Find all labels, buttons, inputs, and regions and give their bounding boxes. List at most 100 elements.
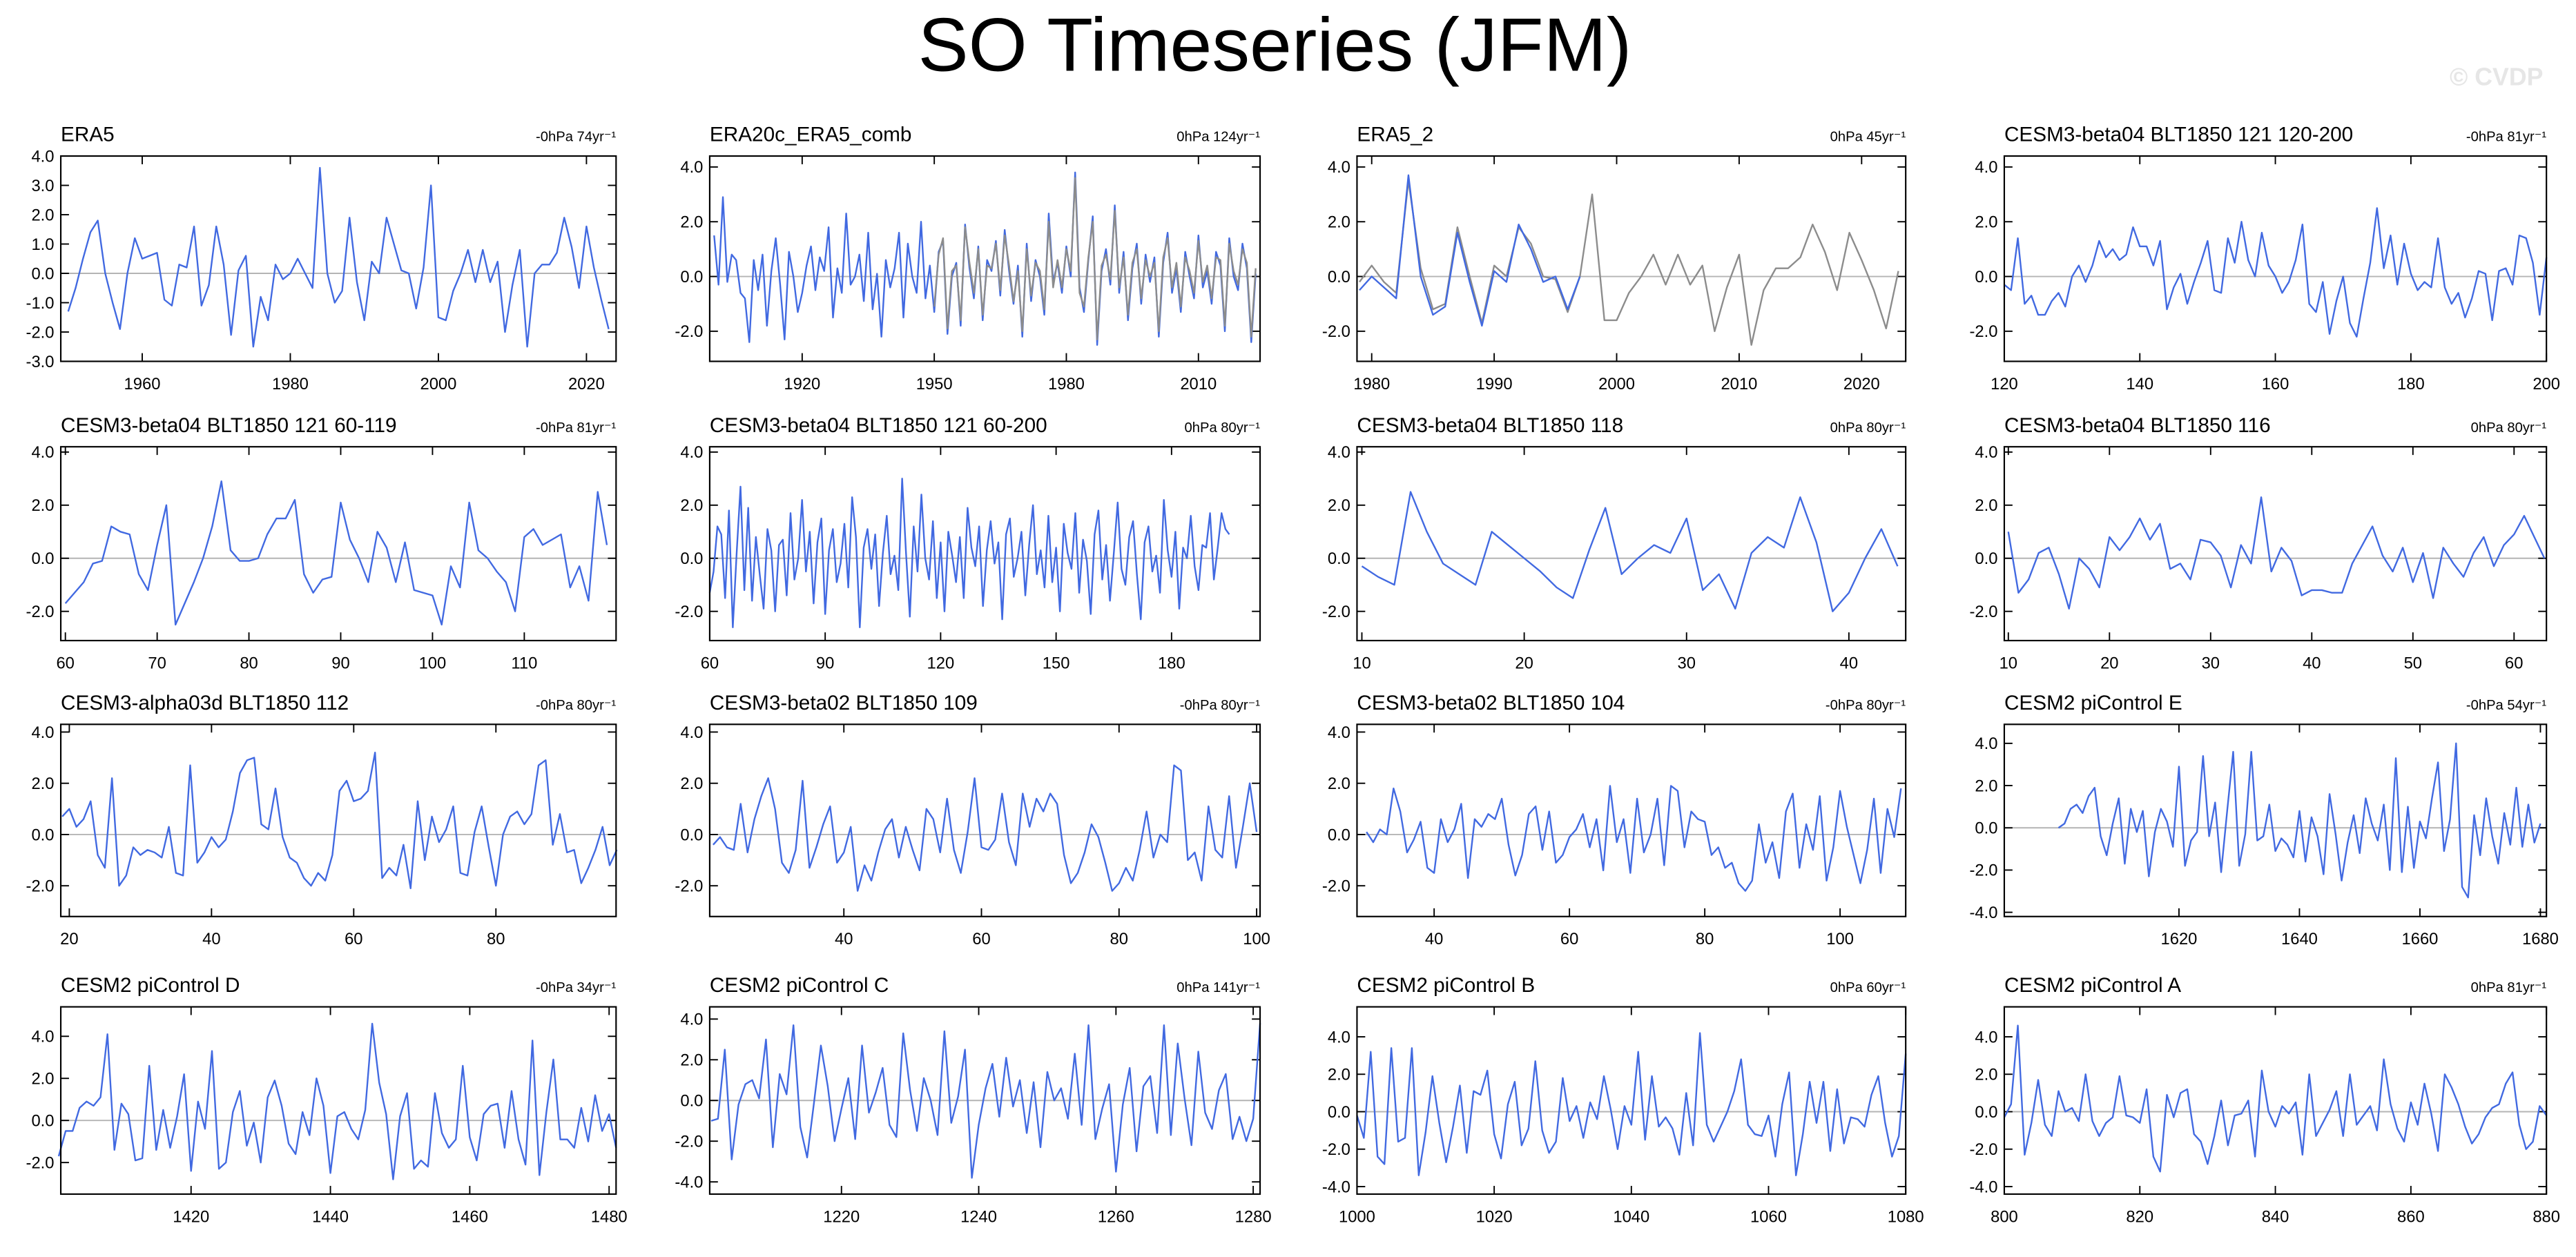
x-tick-label: 1260 xyxy=(1098,1207,1134,1226)
y-tick-label: 2.0 xyxy=(1328,496,1350,515)
y-tick-label: -4.0 xyxy=(1322,1178,1350,1196)
plot-frame xyxy=(2003,723,2548,917)
x-tick-label: 100 xyxy=(419,654,447,672)
y-tick-label: 4.0 xyxy=(31,147,54,166)
panel-title: CESM2 piControl A xyxy=(2004,974,2181,997)
y-tick-label: -2.0 xyxy=(675,322,703,341)
x-tick-label: 840 xyxy=(2262,1207,2289,1226)
x-tick-label: 30 xyxy=(1678,654,1696,672)
x-tick-label: 1980 xyxy=(272,375,309,393)
x-tick-label: 100 xyxy=(1243,930,1270,948)
x-tick-label: 2010 xyxy=(1180,375,1217,393)
plot-frame xyxy=(708,1006,1261,1195)
y-tick-label: 0.0 xyxy=(31,264,54,283)
y-tick-label: 0.0 xyxy=(680,826,703,844)
x-tick-label: 40 xyxy=(1840,654,1858,672)
plot-frame xyxy=(1356,446,1907,642)
plot-frame xyxy=(2003,1006,2548,1195)
y-tick-label: 0.0 xyxy=(1328,549,1350,568)
y-tick-label: 4.0 xyxy=(680,723,703,742)
y-tick-label: 0.0 xyxy=(1328,826,1350,844)
y-tick-label: 2.0 xyxy=(1975,496,1997,515)
x-tick-label: 60 xyxy=(345,930,362,948)
panel-subtitle: 0hPa 141yr⁻¹ xyxy=(1176,980,1260,995)
panel-title: ERA5_2 xyxy=(1357,124,1433,146)
panel-subtitle: 0hPa 80yr⁻¹ xyxy=(1184,420,1260,436)
y-tick-label: 0.0 xyxy=(1975,549,1997,568)
y-tick-label: -2.0 xyxy=(675,1133,703,1151)
x-tick-label: 80 xyxy=(487,930,505,948)
panel-title: CESM2 piControl E xyxy=(2004,692,2182,714)
x-tick-label: 150 xyxy=(1043,654,1070,672)
y-tick-label: -4.0 xyxy=(1969,904,1997,922)
series-line xyxy=(1356,1032,1907,1176)
y-tick-label: -2.0 xyxy=(1322,322,1350,341)
x-tick-label: 70 xyxy=(148,654,166,672)
y-tick-label: 0.0 xyxy=(1975,1103,1997,1122)
y-tick-label: 4.0 xyxy=(1975,443,1997,462)
x-tick-label: 80 xyxy=(240,654,258,672)
y-tick-label: 0.0 xyxy=(680,268,703,286)
series-line xyxy=(713,764,1258,892)
panel-subtitle: 0hPa 81yr⁻¹ xyxy=(2471,980,2547,995)
x-tick-label: 1950 xyxy=(916,375,953,393)
panel-subtitle: -0hPa 80yr⁻¹ xyxy=(536,698,617,713)
y-tick-label: 4.0 xyxy=(680,1011,703,1029)
x-tick-label: 1620 xyxy=(2161,930,2198,948)
y-tick-label: 4.0 xyxy=(1328,443,1350,462)
panel-subtitle: -0hPa 80yr⁻¹ xyxy=(1180,698,1261,713)
y-tick-label: -2.0 xyxy=(1322,1140,1350,1159)
plot-frame xyxy=(59,723,617,917)
y-tick-label: 1.0 xyxy=(31,235,54,254)
y-tick-label: 4.0 xyxy=(31,443,54,462)
x-tick-label: 200 xyxy=(2533,375,2560,393)
panel-title: CESM3-alpha03d BLT1850 112 xyxy=(61,692,349,714)
y-tick-label: 4.0 xyxy=(1328,1028,1350,1046)
x-tick-label: 1980 xyxy=(1353,375,1390,393)
x-tick-label: 2000 xyxy=(1598,375,1635,393)
y-tick-label: -2.0 xyxy=(675,603,703,621)
series-line xyxy=(1361,491,1899,612)
x-tick-label: 860 xyxy=(2397,1207,2425,1226)
y-tick-label: -2.0 xyxy=(1969,322,1997,341)
panel-subtitle: -0hPa 74yr⁻¹ xyxy=(536,130,617,145)
y-tick-label: -2.0 xyxy=(1322,877,1350,896)
plot-frame xyxy=(59,446,617,642)
plot-frame xyxy=(2003,446,2548,642)
x-tick-label: 10 xyxy=(1999,654,2017,672)
y-tick-label: -2.0 xyxy=(1969,603,1997,621)
x-tick-label: 1640 xyxy=(2281,930,2318,948)
series-line xyxy=(933,177,1257,340)
x-tick-label: 40 xyxy=(1425,930,1443,948)
panel-subtitle: 0hPa 80yr⁻¹ xyxy=(1830,420,1906,436)
x-tick-label: 1680 xyxy=(2522,930,2559,948)
x-tick-label: 50 xyxy=(2404,654,2422,672)
y-tick-label: 4.0 xyxy=(1328,723,1350,742)
y-tick-label: 0.0 xyxy=(680,1092,703,1111)
panel-title: CESM3-beta04 BLT1850 121 60-119 xyxy=(61,414,397,437)
plot-frame xyxy=(708,155,1261,362)
y-tick-label: 2.0 xyxy=(31,774,54,793)
panel-subtitle: -0hPa 80yr⁻¹ xyxy=(1826,698,1906,713)
x-tick-label: 1220 xyxy=(823,1207,860,1226)
panel-title: ERA20c_ERA5_comb xyxy=(710,124,912,146)
plot-frame xyxy=(1356,723,1907,917)
x-tick-label: 2010 xyxy=(1721,375,1757,393)
y-tick-label: 4.0 xyxy=(680,158,703,177)
series-line xyxy=(2057,742,2541,899)
x-tick-label: 100 xyxy=(1826,930,1854,948)
panel-title: CESM3-beta04 BLT1850 121 60-200 xyxy=(710,414,1047,437)
series-line xyxy=(67,166,610,348)
plot-frame xyxy=(59,1006,617,1195)
plot-frame xyxy=(708,446,1261,642)
series-line xyxy=(2007,496,2546,610)
x-tick-label: 20 xyxy=(1515,654,1533,672)
y-tick-label: 2.0 xyxy=(1975,777,1997,795)
x-tick-label: 40 xyxy=(202,930,220,948)
panel-title: CESM2 piControl B xyxy=(1357,974,1535,997)
x-tick-label: 1480 xyxy=(591,1207,628,1226)
panel-subtitle: 0hPa 45yr⁻¹ xyxy=(1830,130,1906,145)
x-tick-label: 1280 xyxy=(1235,1207,1272,1226)
